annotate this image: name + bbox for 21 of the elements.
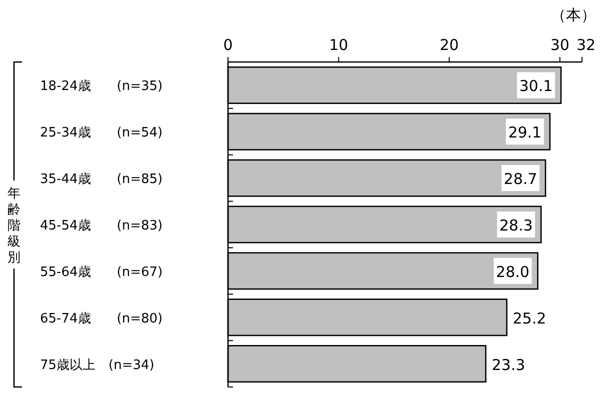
x-tick-label: 10 — [329, 36, 348, 54]
y-tick-label: 25-34歳 (n=54) — [40, 126, 163, 141]
data-label: 28.0 — [496, 262, 530, 281]
data-label: 28.3 — [499, 216, 533, 234]
data-label: 28.7 — [504, 170, 538, 188]
y-tick-label: 18-24歳 (n=35) — [40, 79, 163, 94]
data-label: 25.2 — [512, 309, 546, 328]
y-axis-title: 年齢階級別 — [8, 186, 20, 266]
y-tick-label: 55-64歳 (n=67) — [40, 264, 163, 280]
x-tick-label: 32 — [576, 36, 596, 54]
y-tick-label: 75歳以上 (n=34) — [40, 358, 154, 373]
y-tick-label: 45-54歳 (n=83) — [40, 218, 163, 234]
y-tick-label: 35-44歳 (n=85) — [40, 172, 163, 188]
data-label: 29.1 — [508, 124, 542, 142]
x-axis-title: （本） — [551, 6, 596, 24]
x-tick-label: 20 — [440, 36, 459, 54]
y-tick-label: 65-74歳 (n=80) — [40, 311, 163, 326]
data-label: 23.3 — [492, 356, 526, 374]
x-tick-label: 0 — [223, 36, 233, 54]
x-tick-label: 30 — [550, 36, 570, 54]
data-label: 30.1 — [519, 77, 553, 96]
